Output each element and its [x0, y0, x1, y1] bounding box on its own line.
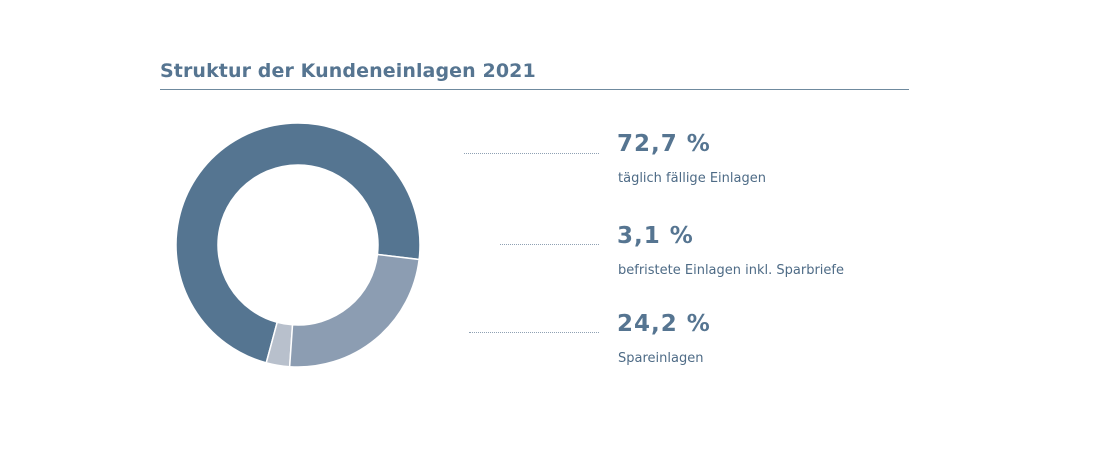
- slice-value-spar: 24,2 %: [617, 311, 711, 337]
- slice-value-befristet: 3,1 %: [617, 223, 694, 249]
- slice-value-taeglich: 72,7 %: [617, 131, 711, 157]
- donut-slice-spar: [288, 253, 420, 368]
- slice-label-taeglich: täglich fällige Einlagen: [618, 171, 766, 186]
- slice-label-befristet: befristete Einlagen inkl. Sparbriefe: [618, 263, 844, 278]
- leader-line-spar: [469, 332, 599, 333]
- chart-title: Struktur der Kundeneinlagen 2021: [160, 60, 536, 82]
- donut-slice-taeglich: [175, 122, 421, 364]
- leader-line-befristet: [500, 244, 599, 245]
- leader-line-taeglich: [464, 153, 599, 154]
- title-divider: [160, 89, 909, 90]
- slice-label-spar: Spareinlagen: [618, 351, 704, 366]
